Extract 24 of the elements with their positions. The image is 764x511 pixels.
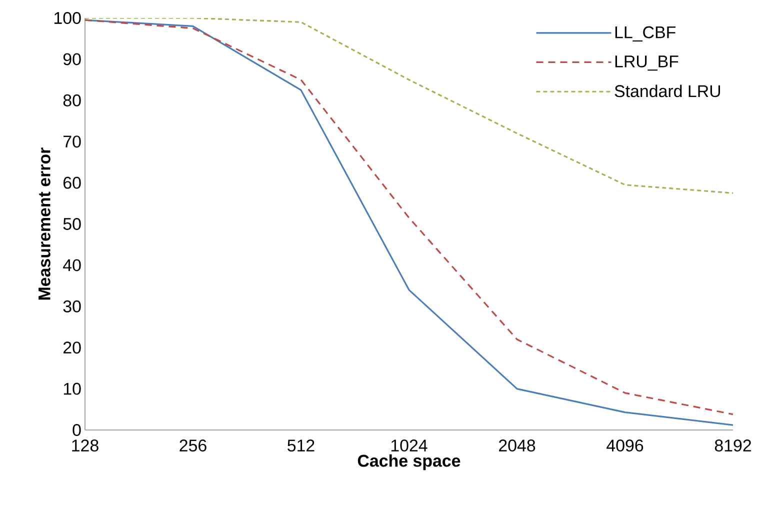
y-tick-label: 10 <box>64 382 81 395</box>
x-tick-label: 256 <box>180 440 206 452</box>
y-axis-title: Measurement error <box>38 148 50 300</box>
x-tick-label: 1024 <box>391 440 428 452</box>
x-tick-label: 4096 <box>606 440 644 452</box>
line-series <box>85 18 734 194</box>
y-tick-label: 80 <box>63 94 81 106</box>
y-tick-label: 50 <box>63 218 81 230</box>
legend-label: LRU_BF <box>615 56 678 71</box>
x-axis-title: Cache space <box>358 454 460 470</box>
x-tick-label: 128 <box>72 440 98 452</box>
legend-label: Standard LRU <box>614 84 720 98</box>
legend-label: LL_CBF <box>615 26 676 42</box>
y-tick-label: 40 <box>63 259 81 272</box>
y-tick-label: 20 <box>64 342 81 354</box>
x-tick-label: 2048 <box>499 440 536 452</box>
y-tick-label: 0 <box>72 424 81 436</box>
y-tick-label: 100 <box>54 12 81 24</box>
y-tick-label: 90 <box>63 53 81 66</box>
x-tick-label: 8192 <box>714 440 751 452</box>
x-tick-label: 512 <box>288 440 314 452</box>
y-tick-label: 30 <box>63 300 81 312</box>
y-tick-label: 60 <box>64 176 81 189</box>
y-tick-label: 70 <box>64 136 81 148</box>
